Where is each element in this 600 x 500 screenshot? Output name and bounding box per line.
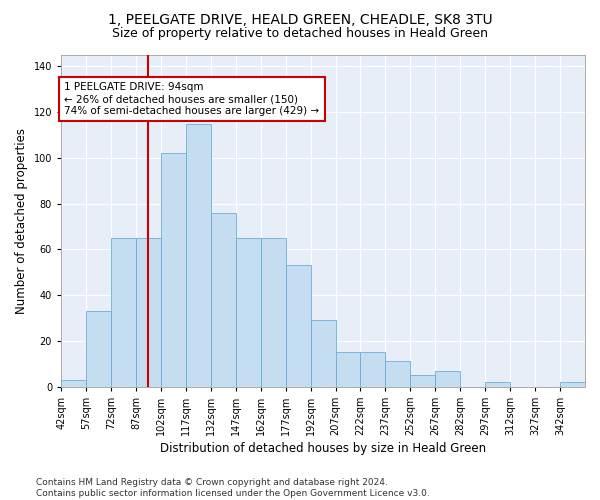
Bar [436, 370, 460, 386]
Bar [560, 382, 585, 386]
Bar [236, 238, 260, 386]
Bar [161, 154, 186, 386]
Text: Contains HM Land Registry data © Crown copyright and database right 2024.
Contai: Contains HM Land Registry data © Crown c… [36, 478, 430, 498]
Bar [311, 320, 335, 386]
Bar [186, 124, 211, 386]
Bar [260, 238, 286, 386]
Y-axis label: Number of detached properties: Number of detached properties [15, 128, 28, 314]
Bar [410, 375, 436, 386]
Bar [211, 213, 236, 386]
Bar [111, 238, 136, 386]
Bar [86, 311, 111, 386]
Bar [385, 362, 410, 386]
X-axis label: Distribution of detached houses by size in Heald Green: Distribution of detached houses by size … [160, 442, 486, 455]
Bar [485, 382, 510, 386]
Bar [136, 238, 161, 386]
Bar [361, 352, 385, 386]
Text: 1, PEELGATE DRIVE, HEALD GREEN, CHEADLE, SK8 3TU: 1, PEELGATE DRIVE, HEALD GREEN, CHEADLE,… [107, 12, 493, 26]
Text: Size of property relative to detached houses in Heald Green: Size of property relative to detached ho… [112, 28, 488, 40]
Text: 1 PEELGATE DRIVE: 94sqm
← 26% of detached houses are smaller (150)
74% of semi-d: 1 PEELGATE DRIVE: 94sqm ← 26% of detache… [64, 82, 320, 116]
Bar [335, 352, 361, 386]
Bar [286, 266, 311, 386]
Bar [61, 380, 86, 386]
